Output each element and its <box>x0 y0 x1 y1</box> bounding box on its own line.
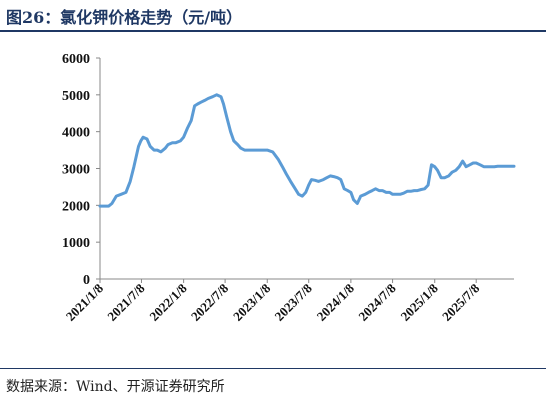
y-tick-label: 0 <box>83 273 90 288</box>
title-rule <box>0 30 546 32</box>
x-tick-labels: 2021/1/82021/7/82022/1/82022/7/82023/1/8… <box>63 280 483 324</box>
x-tick-label: 2024/7/8 <box>355 280 399 324</box>
bottom-rule <box>0 368 546 369</box>
axes <box>96 57 514 283</box>
series-layer <box>98 93 516 208</box>
y-tick-label: 3000 <box>62 163 90 178</box>
y-tick-labels: 0 1000 2000 3000 4000 5000 6000 <box>62 52 90 288</box>
x-tick-label: 2025/7/8 <box>439 280 483 324</box>
y-tick-label: 6000 <box>62 52 90 67</box>
y-tick-label: 2000 <box>62 199 90 214</box>
y-tick-label: 5000 <box>62 89 90 104</box>
y-tick-label: 4000 <box>62 126 90 141</box>
series-line-0 <box>98 93 516 208</box>
x-tick-label: 2024/1/8 <box>314 280 358 324</box>
x-tick-label: 2021/7/8 <box>104 280 148 324</box>
x-tick-label: 2023/1/8 <box>230 280 274 324</box>
x-tick-label: 2022/1/8 <box>146 280 190 324</box>
x-tick-label: 2025/1/8 <box>398 280 442 324</box>
source-note: 数据来源：Wind、开源证券研究所 <box>6 379 225 395</box>
price-line-chart: 0 1000 2000 3000 4000 5000 6000 2021/1/82021/7… <box>62 52 516 324</box>
figure-title: 图26：氯化钾价格走势（元/吨） <box>6 8 243 27</box>
x-tick-label: 2023/7/8 <box>272 280 316 324</box>
x-tick-label: 2022/7/8 <box>188 280 232 324</box>
y-tick-label: 1000 <box>62 236 90 251</box>
